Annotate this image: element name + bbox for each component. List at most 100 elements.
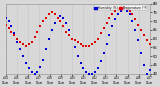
Point [74, 40, 76, 41]
Point [62, 17, 65, 18]
Point [68, 29, 70, 31]
Point [48, 13, 50, 15]
Point [48, 38, 50, 39]
Point [102, 27, 105, 29]
Point [56, 17, 59, 18]
Point [62, 26, 65, 27]
Point [22, 55, 24, 57]
Point [16, 41, 19, 43]
Point [117, 13, 119, 15]
Point [71, 38, 73, 39]
Point [45, 48, 47, 50]
Point [94, 41, 96, 43]
Point [146, 40, 148, 41]
Point [114, 19, 116, 20]
Point [65, 31, 68, 32]
Point [65, 22, 68, 23]
Point [19, 41, 21, 43]
Point [108, 17, 111, 18]
Legend: Humidity (%), Temperature (°F): Humidity (%), Temperature (°F) [94, 5, 148, 10]
Point [131, 20, 134, 22]
Point [111, 26, 114, 27]
Point [79, 62, 82, 64]
Point [30, 71, 33, 72]
Point [76, 55, 79, 57]
Point [128, 13, 131, 15]
Point [117, 8, 119, 9]
Point [53, 13, 56, 15]
Point [7, 20, 10, 22]
Point [125, 10, 128, 11]
Point [100, 33, 102, 34]
Point [140, 52, 142, 53]
Point [88, 45, 91, 46]
Point [137, 40, 140, 41]
Point [120, 6, 122, 8]
Point [97, 68, 99, 69]
Point [28, 68, 30, 69]
Point [42, 20, 44, 22]
Point [7, 27, 10, 29]
Point [53, 22, 56, 23]
Point [13, 34, 16, 36]
Point [25, 45, 27, 46]
Point [68, 34, 70, 36]
Point [140, 29, 142, 31]
Point [88, 73, 91, 74]
Point [4, 24, 7, 25]
Point [100, 61, 102, 62]
Point [36, 31, 39, 32]
Point [111, 13, 114, 15]
Point [79, 43, 82, 45]
Point [148, 69, 151, 71]
Point [19, 48, 21, 50]
Point [33, 36, 36, 37]
Point [36, 71, 39, 72]
Point [148, 43, 151, 45]
Point [85, 71, 88, 72]
Point [120, 10, 122, 11]
Point [143, 64, 145, 66]
Point [108, 34, 111, 36]
Point [51, 12, 53, 13]
Point [39, 26, 42, 27]
Point [10, 31, 13, 32]
Point [125, 8, 128, 9]
Point [82, 45, 85, 46]
Point [82, 68, 85, 69]
Point [74, 47, 76, 48]
Point [76, 41, 79, 43]
Point [71, 38, 73, 39]
Point [13, 33, 16, 34]
Point [59, 20, 62, 22]
Point [25, 62, 27, 64]
Point [94, 71, 96, 72]
Point [91, 73, 93, 74]
Point [123, 8, 125, 9]
Point [102, 52, 105, 53]
Point [51, 29, 53, 31]
Point [4, 17, 7, 18]
Point [134, 19, 137, 20]
Point [30, 41, 33, 43]
Point [105, 43, 108, 45]
Point [91, 43, 93, 45]
Point [22, 43, 24, 45]
Point [10, 26, 13, 27]
Point [45, 17, 47, 18]
Point [56, 17, 59, 18]
Point [128, 10, 131, 11]
Point [16, 38, 19, 39]
Point [59, 15, 62, 17]
Point [137, 24, 140, 25]
Point [131, 13, 134, 15]
Point [123, 6, 125, 8]
Point [146, 73, 148, 74]
Point [28, 43, 30, 45]
Point [134, 29, 137, 31]
Point [114, 10, 116, 11]
Point [85, 45, 88, 46]
Point [143, 34, 145, 36]
Point [97, 38, 99, 39]
Point [105, 22, 108, 23]
